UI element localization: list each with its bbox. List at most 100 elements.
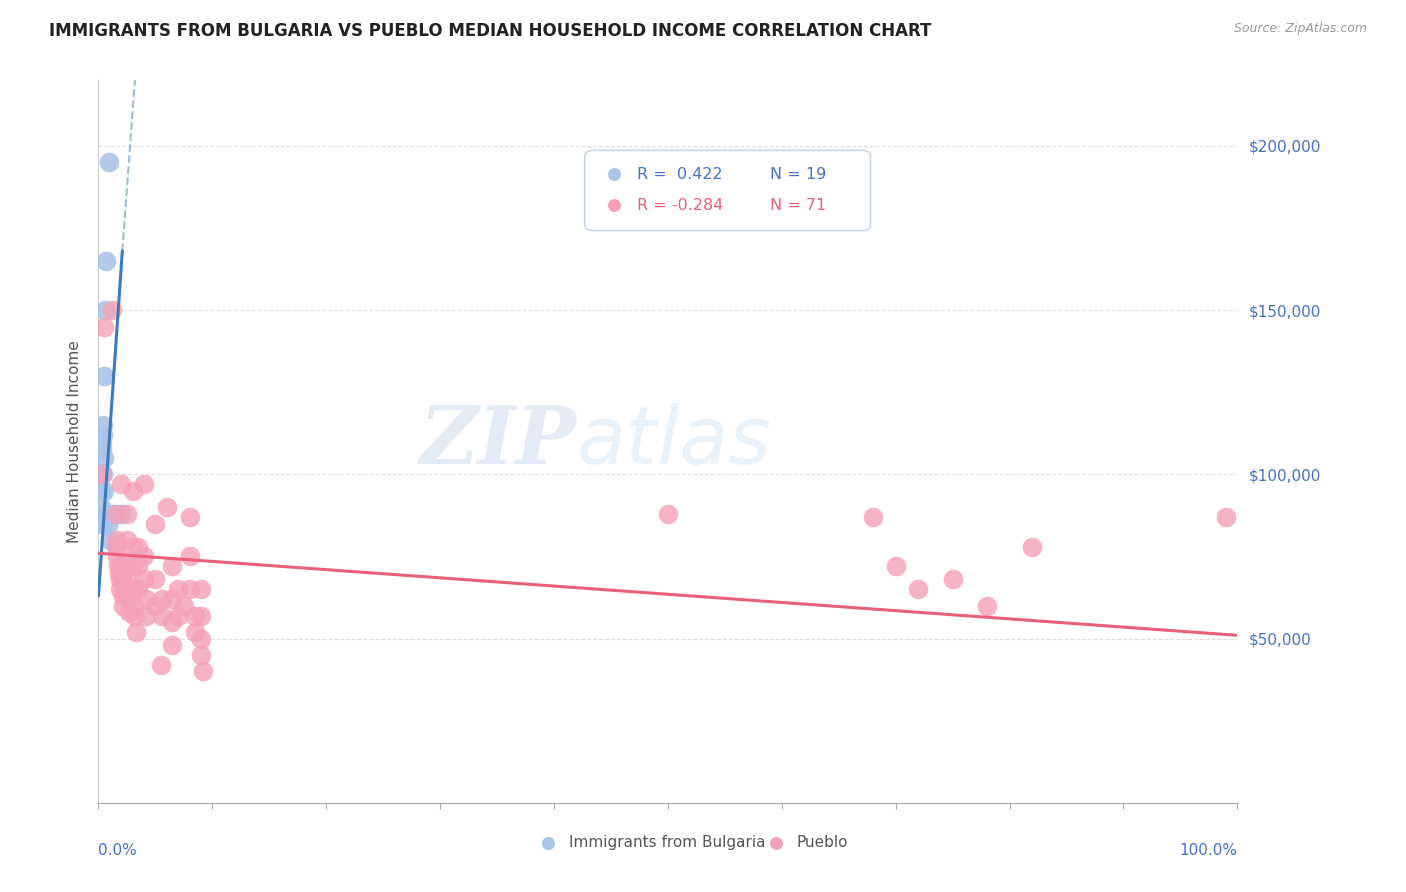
Point xyxy=(112,599,135,613)
Point xyxy=(1021,540,1043,554)
Point xyxy=(110,477,132,491)
Point xyxy=(110,507,132,521)
Point xyxy=(150,592,173,607)
Point xyxy=(162,638,184,652)
Point xyxy=(108,566,131,580)
Text: 100.0%: 100.0% xyxy=(1180,843,1237,857)
Point xyxy=(103,507,125,521)
Point xyxy=(976,599,998,613)
Point xyxy=(190,632,212,646)
Text: ZIP: ZIP xyxy=(420,403,576,480)
Point xyxy=(110,559,132,574)
Point xyxy=(118,605,141,619)
Point xyxy=(190,648,212,662)
Text: IMMIGRANTS FROM BULGARIA VS PUEBLO MEDIAN HOUSEHOLD INCOME CORRELATION CHART: IMMIGRANTS FROM BULGARIA VS PUEBLO MEDIA… xyxy=(49,22,932,40)
Point xyxy=(90,516,112,531)
Point xyxy=(91,428,114,442)
Point xyxy=(190,608,212,623)
Y-axis label: Median Household Income: Median Household Income xyxy=(67,340,83,543)
Point xyxy=(93,507,115,521)
Point xyxy=(108,582,131,597)
Point xyxy=(91,467,114,482)
Point xyxy=(135,608,157,623)
Point xyxy=(101,303,124,318)
Point xyxy=(150,657,173,672)
Point xyxy=(111,566,134,580)
Point xyxy=(121,582,143,597)
Text: Source: ZipAtlas.com: Source: ZipAtlas.com xyxy=(1233,22,1367,36)
Point xyxy=(156,500,179,515)
Point xyxy=(132,549,155,564)
Point xyxy=(118,592,141,607)
Point xyxy=(884,559,907,574)
Point xyxy=(94,303,117,318)
Point xyxy=(117,582,139,597)
Point xyxy=(112,589,135,603)
Point xyxy=(907,582,929,597)
Point xyxy=(96,253,118,268)
Text: Immigrants from Bulgaria: Immigrants from Bulgaria xyxy=(569,835,765,850)
Point xyxy=(765,796,787,810)
Point xyxy=(942,573,965,587)
Point xyxy=(145,516,167,531)
Point xyxy=(193,665,215,679)
Point xyxy=(90,467,112,482)
Point xyxy=(173,599,195,613)
Point xyxy=(1215,510,1237,524)
Point xyxy=(132,573,155,587)
Point xyxy=(89,483,111,498)
Point xyxy=(162,615,184,630)
Point xyxy=(135,592,157,607)
Point xyxy=(115,573,138,587)
Point xyxy=(104,507,127,521)
Point xyxy=(190,582,212,597)
Point xyxy=(127,582,149,597)
FancyBboxPatch shape xyxy=(585,151,870,230)
Point xyxy=(121,483,143,498)
Point xyxy=(184,625,207,640)
Point xyxy=(91,418,114,433)
Point xyxy=(90,441,112,455)
Point xyxy=(537,796,560,810)
Point xyxy=(122,599,145,613)
Point xyxy=(127,559,149,574)
Point xyxy=(657,507,679,521)
Point xyxy=(145,573,167,587)
Point xyxy=(150,608,173,623)
Point xyxy=(90,434,112,449)
Point xyxy=(179,549,201,564)
Point xyxy=(603,796,626,810)
Point xyxy=(97,155,120,169)
Point xyxy=(90,500,112,515)
Point xyxy=(125,625,148,640)
Point xyxy=(93,450,115,465)
Point xyxy=(121,559,143,574)
Text: R =  0.422: R = 0.422 xyxy=(637,167,723,182)
Point xyxy=(93,368,115,383)
Point xyxy=(107,559,129,574)
Point xyxy=(145,599,167,613)
Text: 0.0%: 0.0% xyxy=(98,843,138,857)
Point xyxy=(167,608,190,623)
Point xyxy=(162,592,184,607)
Text: N = 71: N = 71 xyxy=(770,198,827,213)
Point xyxy=(127,540,149,554)
Point xyxy=(167,582,190,597)
Text: Pueblo: Pueblo xyxy=(797,835,848,850)
Point xyxy=(179,582,201,597)
Point xyxy=(121,540,143,554)
Point xyxy=(184,608,207,623)
Point xyxy=(105,533,128,547)
Point xyxy=(124,608,146,623)
Point xyxy=(98,533,121,547)
Point xyxy=(115,559,138,574)
Point xyxy=(179,510,201,524)
Point xyxy=(162,559,184,574)
Point xyxy=(115,507,138,521)
Point xyxy=(603,796,626,810)
Text: N = 19: N = 19 xyxy=(770,167,827,182)
Point xyxy=(96,516,118,531)
Point xyxy=(104,540,127,554)
Point xyxy=(115,533,138,547)
Point xyxy=(105,549,128,564)
